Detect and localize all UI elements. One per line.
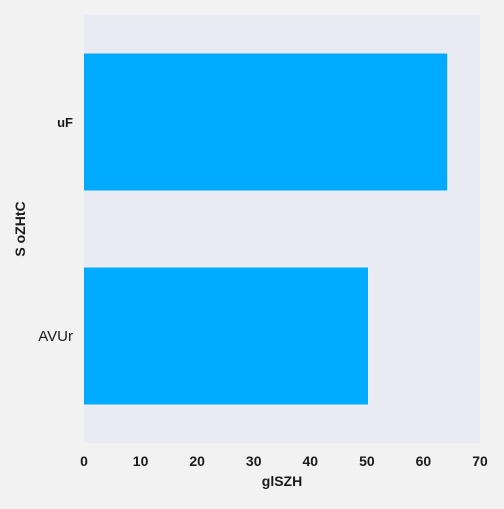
y-axis-ticks: uF AVUr: [38, 115, 73, 345]
bar-uF: [84, 53, 448, 191]
y-tick-label: uF: [57, 115, 73, 130]
x-axis-title: glSZH: [262, 473, 302, 489]
x-tick-label: 40: [302, 453, 318, 469]
x-axis-ticks: 0 10 20 30 40 50 60 70: [80, 453, 488, 469]
y-tick-label: AVUr: [38, 328, 73, 345]
x-tick-label: 50: [359, 453, 375, 469]
x-tick-label: 20: [189, 453, 205, 469]
y-axis-title: S oZHtC: [12, 201, 28, 256]
x-tick-label: 70: [472, 453, 488, 469]
x-tick-label: 0: [80, 453, 88, 469]
bar-AVUr: [84, 267, 368, 405]
x-tick-label: 60: [416, 453, 432, 469]
x-tick-label: 30: [246, 453, 262, 469]
bars-group: [84, 53, 448, 405]
x-tick-label: 10: [133, 453, 149, 469]
